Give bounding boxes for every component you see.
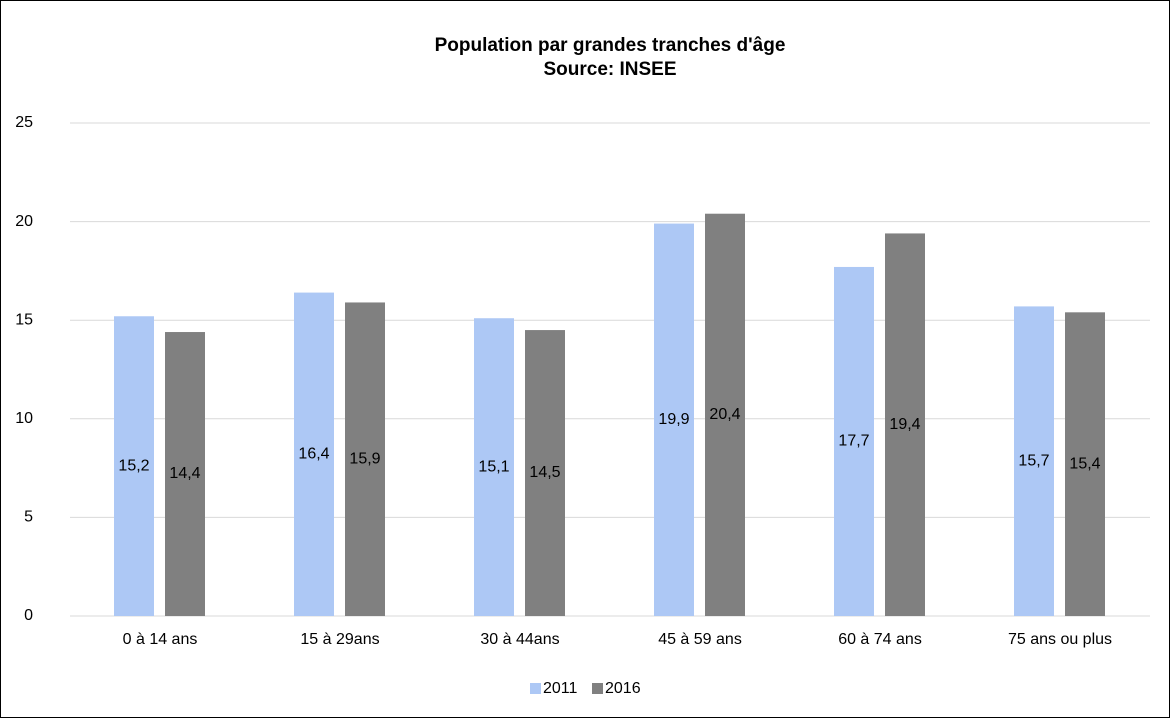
value-label: 14,5	[529, 464, 560, 481]
bar	[1014, 306, 1054, 616]
bar	[165, 332, 205, 616]
value-label: 15,4	[1069, 455, 1100, 472]
bar	[654, 223, 694, 616]
legend-swatch	[592, 683, 603, 694]
bar	[1065, 312, 1105, 616]
value-label: 14,4	[169, 465, 200, 482]
y-tick-label: 10	[15, 410, 33, 427]
chart-subtitle: Source: INSEE	[543, 59, 676, 80]
value-label: 15,2	[118, 457, 149, 474]
y-tick-label: 25	[15, 114, 33, 131]
x-tick-label: 75 ans ou plus	[1008, 631, 1112, 648]
x-tick-label: 60 à 74 ans	[838, 631, 922, 648]
x-tick-label: 0 à 14 ans	[123, 631, 198, 648]
value-label: 20,4	[709, 406, 740, 423]
chart-title: Population par grandes tranches d'âge	[435, 35, 786, 56]
bar	[885, 233, 925, 616]
x-tick-label: 45 à 59 ans	[658, 631, 742, 648]
bar	[474, 318, 514, 616]
bar	[294, 292, 334, 616]
value-label: 17,7	[838, 433, 869, 450]
y-tick-label: 0	[24, 607, 33, 624]
value-label: 16,4	[298, 446, 329, 463]
y-tick-label: 5	[24, 509, 33, 526]
legend-swatch	[530, 683, 541, 694]
bar	[114, 316, 154, 616]
x-tick-label: 15 à 29ans	[300, 631, 379, 648]
y-tick-label: 15	[15, 311, 33, 328]
legend-label: 2011	[543, 680, 578, 697]
x-tick-label: 30 à 44ans	[480, 631, 559, 648]
bar	[705, 213, 745, 616]
bar	[834, 266, 874, 616]
value-label: 19,4	[889, 416, 920, 433]
y-tick-label: 20	[15, 213, 33, 230]
legend-label: 2016	[605, 680, 641, 697]
value-label: 15,1	[478, 458, 509, 475]
value-label: 15,7	[1018, 452, 1049, 469]
bar	[345, 302, 385, 616]
value-label: 19,9	[658, 411, 689, 428]
bar	[525, 330, 565, 616]
value-label: 15,9	[349, 450, 380, 467]
